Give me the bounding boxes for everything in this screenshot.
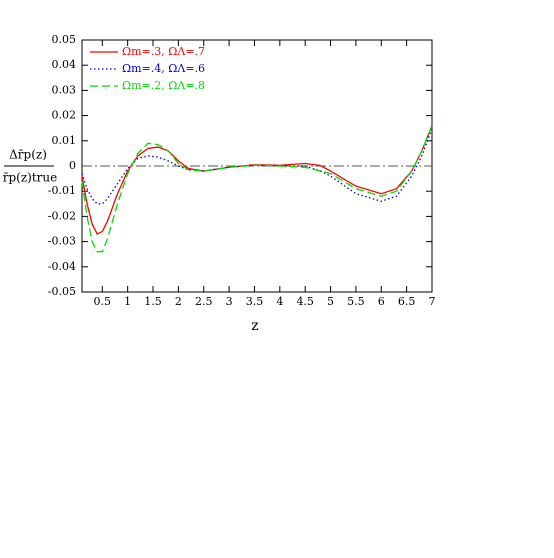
- x-tick-label: 2: [175, 295, 182, 308]
- x-tick-label: 0.5: [94, 295, 112, 308]
- x-tick-label: 1.5: [144, 295, 162, 308]
- y-axis-label-denominator: r̄p(z)true: [3, 171, 58, 185]
- y-tick-label: 0.04: [52, 58, 77, 71]
- legend-label: Ωm=.3, ΩΛ=.7: [122, 45, 205, 58]
- legend-label: Ωm=.4, ΩΛ=.6: [122, 62, 205, 75]
- y-tick-label: 0.01: [52, 134, 77, 147]
- series-line: [81, 125, 433, 253]
- legend-label: Ωm=.2, ΩΛ=.8: [122, 79, 205, 92]
- x-tick-label: 6.5: [398, 295, 416, 308]
- y-tick-label: 0.05: [52, 33, 77, 46]
- y-tick-label: -0.02: [48, 209, 76, 222]
- y-tick-label: 0.02: [52, 109, 77, 122]
- y-tick-label: 0.03: [52, 83, 77, 96]
- y-tick-label: 0: [69, 159, 76, 172]
- y-tick-label: -0.01: [48, 184, 76, 197]
- x-tick-label: 3.5: [246, 295, 264, 308]
- series-line: [81, 125, 433, 235]
- x-tick-label: 4.5: [296, 295, 314, 308]
- x-tick-label: 7: [429, 295, 436, 308]
- x-tick-label: 3: [226, 295, 233, 308]
- y-axis-label-numerator: Δr̄p(z): [9, 148, 47, 162]
- y-tick-label: -0.05: [48, 285, 76, 298]
- x-tick-label: 5.5: [347, 295, 365, 308]
- x-tick-label: 2.5: [195, 295, 213, 308]
- x-tick-label: 4: [276, 295, 283, 308]
- x-tick-label: 5: [327, 295, 334, 308]
- y-tick-label: -0.04: [48, 260, 76, 273]
- x-tick-label: 6: [378, 295, 385, 308]
- y-tick-label: -0.03: [48, 235, 76, 248]
- x-axis-label: z: [251, 318, 258, 334]
- x-tick-label: 1: [124, 295, 131, 308]
